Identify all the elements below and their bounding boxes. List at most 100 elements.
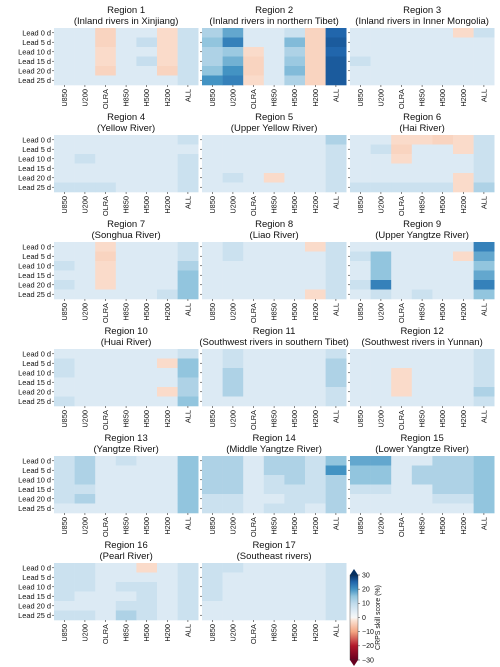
heatmap-cell — [453, 261, 474, 271]
heatmap-cell — [54, 144, 75, 155]
heatmap-cell — [473, 261, 495, 271]
heatmap-cell — [74, 289, 96, 300]
heatmap-cell — [157, 456, 178, 466]
heatmap-cell — [284, 494, 306, 504]
heatmap-cell — [391, 182, 413, 193]
x-tick-label: H500 — [290, 624, 299, 642]
heatmap-cell — [305, 582, 326, 592]
y-tick-label: Lead 25 d — [18, 611, 51, 620]
heatmap-cell — [222, 280, 244, 290]
heatmap-panel: Region 14(Middle Yangtze River) U850 U200 O… — [200, 433, 347, 537]
heatmap-cell — [391, 503, 413, 514]
heatmap-cell — [115, 28, 137, 38]
heatmap-cell — [74, 494, 96, 504]
heatmap-cell — [115, 37, 137, 48]
colorbar-tick-label: −10 — [362, 629, 374, 636]
heatmap-cell — [202, 377, 223, 388]
y-tick-label: Lead 10 d — [18, 47, 51, 56]
x-tick-label: H850 — [270, 624, 279, 642]
heatmap-cell — [222, 572, 244, 583]
heatmap-cell — [243, 582, 265, 592]
heatmap-cell — [157, 610, 178, 621]
heatmap-cell — [263, 610, 285, 621]
heatmap-cell — [136, 56, 158, 67]
colorbar-tick-label: −20 — [362, 643, 374, 650]
heatmap-cell — [284, 475, 306, 485]
heatmap-cell — [136, 251, 158, 262]
heatmap-cell — [391, 475, 413, 485]
heatmap-cell — [305, 377, 326, 388]
heatmap-cell — [284, 591, 306, 602]
heatmap-cell — [370, 261, 392, 271]
heatmap-cell — [370, 377, 392, 388]
heatmap-cell — [95, 182, 117, 193]
heatmap-cell — [54, 368, 75, 378]
x-tick-label: H500 — [438, 89, 447, 107]
heatmap-cell — [177, 261, 199, 271]
heatmap-cell — [95, 261, 117, 271]
heatmap-cell — [243, 75, 265, 86]
heatmap-cell — [350, 37, 371, 48]
heatmap-cell — [222, 56, 244, 67]
heatmap-cell — [453, 368, 474, 378]
heatmap-cell — [222, 494, 244, 504]
heatmap-cell — [325, 475, 347, 485]
heatmap-cell — [391, 66, 413, 76]
x-tick-label: H850 — [270, 196, 279, 214]
heatmap-cell — [157, 396, 178, 407]
heatmap-cell — [157, 75, 178, 86]
heatmap-cell — [222, 503, 244, 514]
x-tick-label: H200 — [311, 517, 320, 535]
panel-title-region: Region 9 — [403, 219, 441, 230]
heatmap-cell — [263, 56, 285, 67]
heatmap-cell — [243, 572, 265, 583]
heatmap-cell — [243, 66, 265, 76]
heatmap-cell — [202, 563, 223, 573]
heatmap-cell — [74, 387, 96, 397]
heatmap-cell — [74, 270, 96, 281]
heatmap-cell — [115, 503, 137, 514]
heatmap-cell — [115, 261, 137, 271]
heatmap-cell — [243, 465, 265, 476]
heatmap-cell — [473, 56, 495, 67]
x-tick-label: H850 — [270, 303, 279, 321]
heatmap-cell — [115, 475, 137, 485]
heatmap-cell — [177, 494, 199, 504]
x-tick-label: U200 — [376, 196, 385, 214]
heatmap-cell — [391, 135, 413, 145]
heatmap-cell — [325, 261, 347, 271]
heatmap-cell — [136, 475, 158, 485]
heatmap-cell — [370, 135, 392, 145]
heatmap-cell — [243, 28, 265, 38]
heatmap-cell — [115, 280, 137, 290]
heatmap-cell — [305, 572, 326, 583]
heatmap-cell — [54, 349, 75, 359]
heatmap-cell — [284, 66, 306, 76]
heatmap-cell — [115, 368, 137, 378]
panel-title-region: Region 14 — [252, 433, 295, 444]
heatmap-cell — [370, 358, 392, 369]
heatmap-cell — [453, 56, 474, 67]
heatmap-cell — [391, 144, 413, 155]
heatmap-cell — [325, 591, 347, 602]
heatmap-cell — [284, 387, 306, 397]
heatmap-cell — [177, 154, 199, 164]
heatmap-cell — [305, 396, 326, 407]
heatmap-cell — [370, 484, 392, 495]
heatmap-cell — [350, 289, 371, 300]
heatmap-cell — [136, 610, 158, 621]
heatmap-cell — [473, 456, 495, 466]
x-tick-label: OLRA — [397, 303, 406, 323]
heatmap-cell — [136, 173, 158, 183]
x-tick-label: U850 — [356, 89, 365, 107]
x-tick-label: H500 — [142, 303, 151, 321]
heatmap-cell — [411, 465, 433, 476]
panel-title-river: (Southwest rivers in southern Tibet) — [199, 337, 348, 348]
heatmap-cell — [136, 182, 158, 193]
heatmap-cell — [305, 563, 326, 573]
panel-title-region: Region 6 — [403, 112, 441, 123]
heatmap-cell — [177, 591, 199, 602]
x-tick-label: OLRA — [101, 303, 110, 323]
heatmap-cell — [453, 494, 474, 504]
heatmap-cell — [95, 610, 117, 621]
